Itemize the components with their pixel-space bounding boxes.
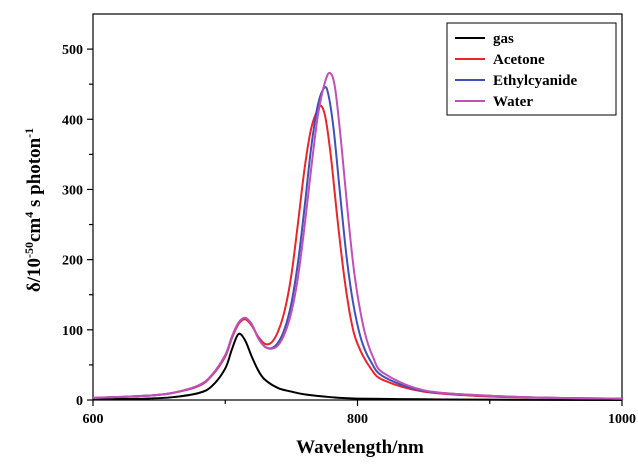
x-tick-label: 800	[347, 412, 368, 427]
legend-label-water: Water	[493, 94, 533, 110]
y-title-exp2: 4	[21, 211, 36, 218]
y-title-mid1: cm	[24, 217, 46, 243]
series-lines	[92, 71, 623, 401]
y-tick-label: 500	[62, 43, 83, 58]
series-line-water	[92, 71, 623, 400]
legend: gas Acetone Ethylcyanide Water	[446, 22, 617, 116]
y-tick-label: 100	[62, 324, 83, 339]
x-tick-label: 600	[83, 412, 104, 427]
y-tick-label: 300	[62, 183, 83, 198]
legend-label-acetone: Acetone	[493, 52, 545, 68]
series-line-acetone	[92, 104, 623, 400]
legend-label-gas: gas	[493, 31, 514, 47]
y-title-mid2: s photon	[24, 137, 46, 212]
legend-label-ethylcyanide: Ethylcyanide	[493, 73, 578, 89]
y-tick-label: 0	[76, 394, 83, 409]
y-title-exp1: -50	[21, 242, 36, 259]
y-tick-label: 200	[62, 254, 83, 269]
ticks: 600 800 1000 0 100 200 300 400 500	[62, 43, 636, 427]
y-axis-title: δ/10-50cm4 s photon-1	[22, 128, 46, 292]
x-axis-title: Wavelength/nm	[296, 437, 424, 458]
x-tick-label: 1000	[608, 412, 636, 427]
series-line-gas	[92, 332, 623, 401]
y-title-exp3: -1	[21, 127, 36, 138]
y-title-prefix: δ/10	[24, 258, 46, 293]
y-tick-label: 400	[62, 113, 83, 128]
series-line-ethylcyanide	[92, 86, 623, 400]
